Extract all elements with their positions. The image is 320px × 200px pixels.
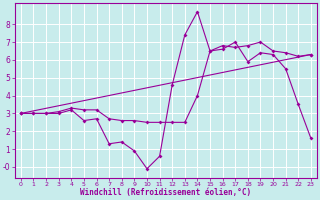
X-axis label: Windchill (Refroidissement éolien,°C): Windchill (Refroidissement éolien,°C): [80, 188, 252, 197]
